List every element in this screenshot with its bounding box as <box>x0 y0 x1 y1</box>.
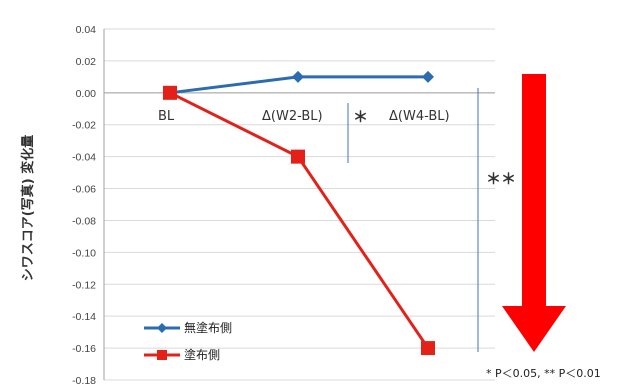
bl-label: BL <box>158 109 175 124</box>
y-tick-label: -0.06 <box>72 184 96 196</box>
legend-marker-diamond-icon <box>157 323 167 333</box>
footnote: * P＜0.05, ** P＜0.01 <box>486 367 601 380</box>
y-tick-labels: 0.04 0.02 0.00 -0.02 -0.04 -0.06 -0.08 -0.10 -0.… <box>72 24 96 387</box>
y-tick-label: 0.02 <box>76 56 97 68</box>
y-tick-label: -0.02 <box>72 120 96 132</box>
data-point-diamond <box>422 70 434 83</box>
legend-label-applied: 塗布側 <box>184 347 220 362</box>
y-tick-label: -0.08 <box>72 215 96 227</box>
y-axis-label: シワスコア(写真) 変化量 <box>20 135 36 281</box>
w4-label: Δ(W4-BL) <box>389 109 450 124</box>
w2-label: Δ(W2-BL) <box>262 109 323 124</box>
y-tick-label: -0.04 <box>72 152 96 164</box>
y-tick-label: -0.18 <box>72 375 96 387</box>
between-significance-star: ＊ <box>353 108 368 126</box>
legend: 無塗布側 塗布側 <box>144 320 232 362</box>
overall-significance-stars: ＊＊ <box>486 170 516 188</box>
data-point-square <box>163 85 177 100</box>
y-tick-label: -0.14 <box>72 311 96 323</box>
series-lines <box>163 70 435 356</box>
data-point-diamond <box>292 70 304 83</box>
decrease-arrow <box>502 74 566 352</box>
y-tick-label: 0.04 <box>76 24 97 36</box>
y-tick-label: 0.00 <box>76 88 97 100</box>
y-tick-label: -0.16 <box>72 343 96 355</box>
data-point-square <box>291 149 305 164</box>
y-tick-label: -0.10 <box>72 247 96 259</box>
legend-marker-square-icon <box>157 350 167 360</box>
legend-item-applied: 塗布側 <box>144 347 220 362</box>
data-point-square <box>421 341 435 356</box>
legend-label-non-applied: 無塗布側 <box>184 320 232 335</box>
y-tick-label: -0.12 <box>72 279 96 291</box>
significance-brackets <box>347 88 479 352</box>
down-arrow-icon <box>502 74 566 352</box>
legend-item-non-applied: 無塗布側 <box>144 320 232 335</box>
